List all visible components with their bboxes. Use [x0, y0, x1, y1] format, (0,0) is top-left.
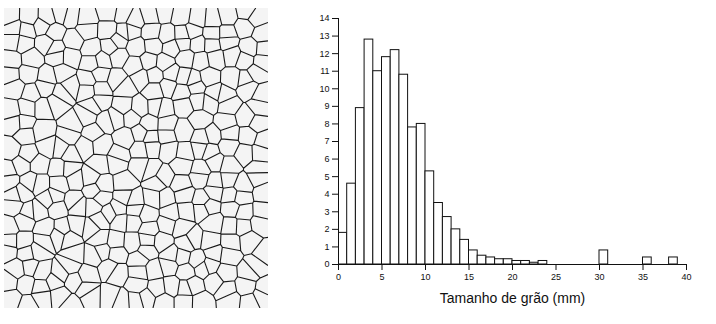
- svg-text:5: 5: [324, 172, 329, 182]
- svg-text:1: 1: [324, 242, 329, 252]
- svg-text:15: 15: [464, 272, 474, 282]
- svg-text:3: 3: [324, 207, 329, 217]
- svg-text:11: 11: [320, 66, 329, 76]
- svg-text:8: 8: [324, 119, 329, 129]
- svg-text:0: 0: [336, 272, 341, 282]
- svg-text:13: 13: [319, 31, 329, 41]
- svg-text:40: 40: [681, 272, 691, 282]
- svg-text:6: 6: [324, 154, 329, 164]
- svg-text:Tamanho de grão (mm): Tamanho de grão (mm): [440, 290, 586, 306]
- svg-text:4: 4: [324, 189, 329, 199]
- svg-text:14: 14: [319, 13, 329, 23]
- svg-text:12: 12: [319, 49, 329, 59]
- svg-text:2: 2: [324, 224, 329, 234]
- svg-text:30: 30: [594, 272, 604, 282]
- svg-text:20: 20: [507, 272, 517, 282]
- svg-text:25: 25: [551, 272, 561, 282]
- svg-text:9: 9: [324, 101, 329, 111]
- svg-text:0: 0: [324, 259, 329, 269]
- svg-text:5: 5: [379, 272, 384, 282]
- svg-text:7: 7: [324, 136, 329, 146]
- svg-text:10: 10: [420, 272, 430, 282]
- svg-text:35: 35: [638, 272, 648, 282]
- svg-text:10: 10: [319, 84, 329, 94]
